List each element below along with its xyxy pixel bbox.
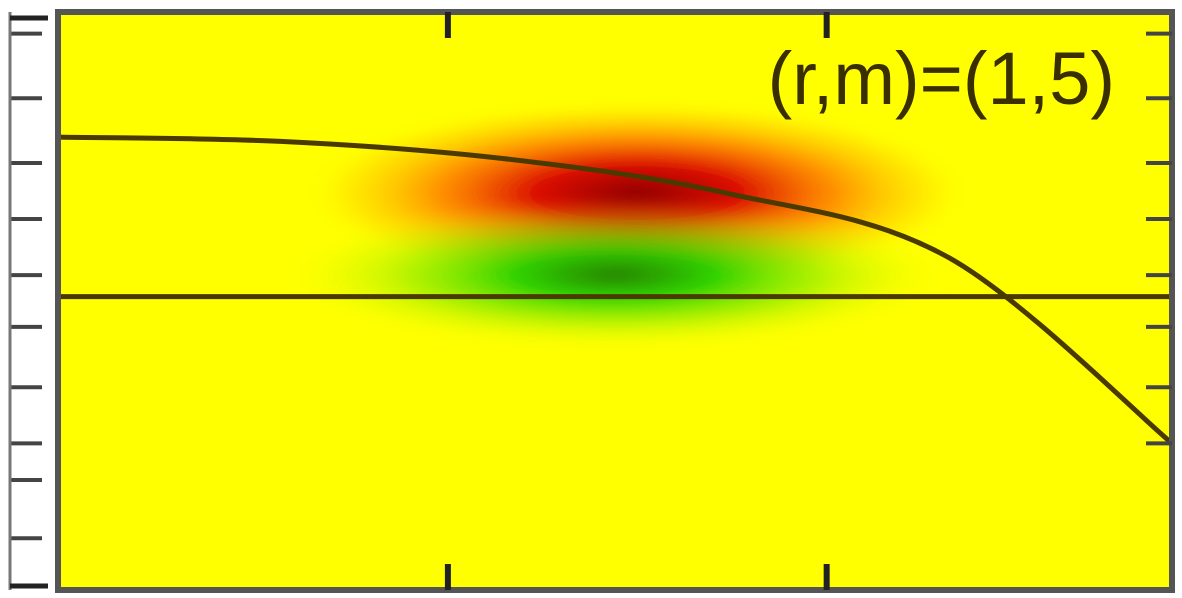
heatmap-lobes <box>280 100 972 351</box>
plot-area <box>8 9 1175 593</box>
axis-ticks <box>8 12 1172 590</box>
negative-lobe-1 <box>280 199 950 351</box>
curves <box>55 134 1175 446</box>
plot-frame <box>55 9 1175 593</box>
annotation-label: (r,m)=(1,5) <box>768 37 1115 120</box>
